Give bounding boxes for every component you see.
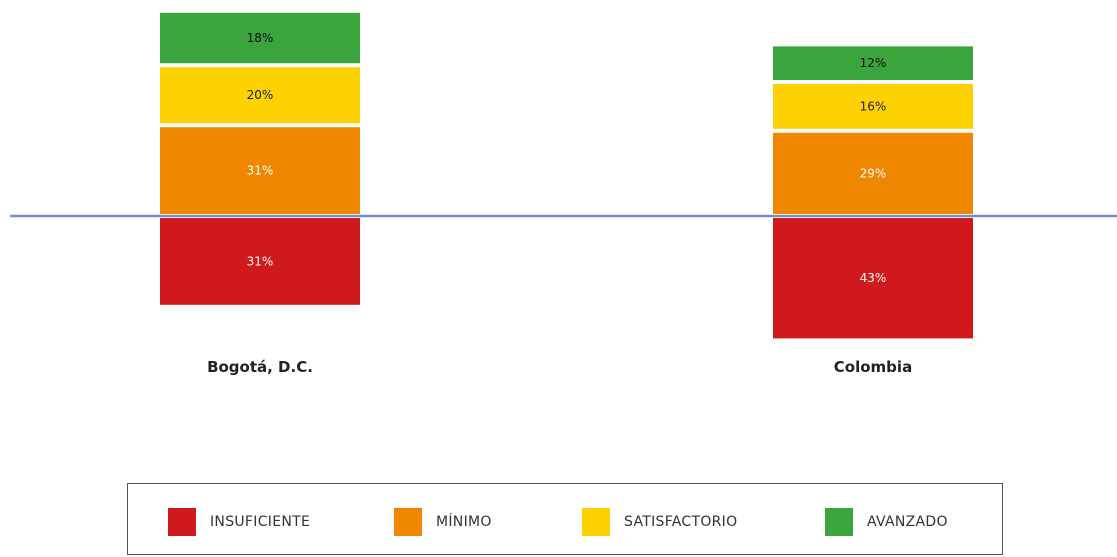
legend-label: AVANZADO — [867, 514, 948, 530]
stacked-bar-chart: 31% 31% 20% 18% Bogotá, D.C. 43% 29% 16% 12% Colo… — [10, 12, 1117, 376]
bar-data-label: 43% — [860, 271, 887, 285]
legend-item-minimo: MÍNIMO — [394, 508, 492, 536]
category-label: Colombia — [834, 358, 912, 376]
bar-segment-avanzado — [160, 12, 360, 64]
satisfactorio-swatch-icon — [582, 508, 610, 536]
bar-segment-minimo — [773, 132, 973, 214]
avanzado-swatch-icon — [825, 508, 853, 536]
legend-item-satisfactorio: SATISFACTORIO — [582, 508, 737, 536]
minimo-swatch-icon — [394, 508, 422, 536]
legend-label: INSUFICIENTE — [210, 514, 311, 530]
legend-item-avanzado: AVANZADO — [825, 508, 948, 536]
bar-segment-insuficiente — [773, 218, 973, 339]
category-label: Bogotá, D.C. — [207, 358, 313, 376]
bar-segment-insuficiente — [160, 218, 360, 305]
bar-data-label: 12% — [860, 56, 887, 70]
bar-data-label: 31% — [247, 254, 274, 268]
bar-data-label: 20% — [247, 88, 274, 102]
bar-data-label: 29% — [860, 166, 887, 180]
bar-data-label: 18% — [247, 31, 274, 45]
legend: INSUFICIENTE MÍNIMO SATISFACTORIO AVANZA… — [127, 483, 1003, 555]
legend-label: SATISFACTORIO — [624, 514, 738, 530]
insuficiente-swatch-icon — [168, 508, 196, 536]
bar-segment-avanzado — [773, 46, 973, 80]
bar-segment-satisfactorio — [773, 84, 973, 129]
legend-item-insuficiente: INSUFICIENTE — [168, 508, 310, 536]
bar-segment-satisfactorio — [160, 67, 360, 124]
bar-data-label: 16% — [860, 99, 887, 113]
bar-data-label: 31% — [247, 164, 274, 178]
legend-label: MÍNIMO — [436, 514, 492, 530]
bar-segment-minimo — [160, 127, 360, 214]
